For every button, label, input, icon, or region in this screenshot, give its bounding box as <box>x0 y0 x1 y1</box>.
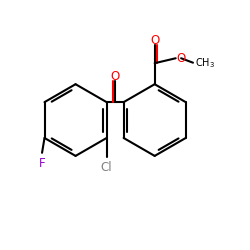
Text: Cl: Cl <box>101 161 112 174</box>
Text: O: O <box>150 34 159 47</box>
Text: F: F <box>39 157 45 170</box>
Text: CH$_3$: CH$_3$ <box>196 56 216 70</box>
Text: O: O <box>177 52 186 65</box>
Text: O: O <box>110 70 120 83</box>
